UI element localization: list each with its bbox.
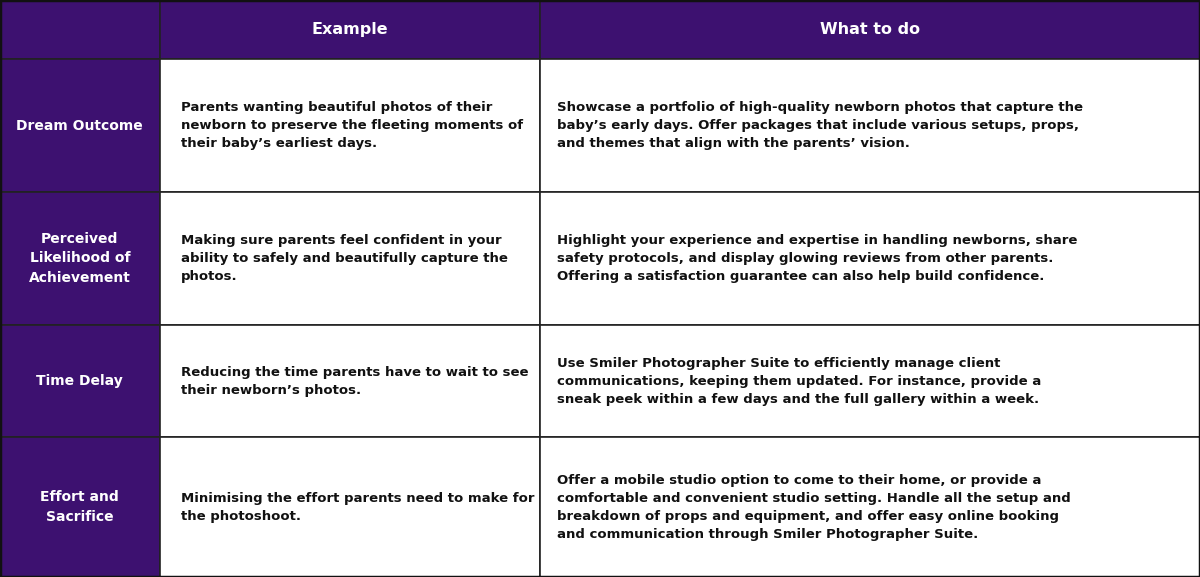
- Text: Parents wanting beautiful photos of their
newborn to preserve the fleeting momen: Parents wanting beautiful photos of thei…: [181, 102, 523, 150]
- Bar: [160, 437, 540, 577]
- Bar: [540, 59, 1200, 192]
- Text: Perceived
Likelihood of
Achievement: Perceived Likelihood of Achievement: [29, 232, 131, 285]
- Text: Use Smiler Photographer Suite to efficiently manage client
communications, keepi: Use Smiler Photographer Suite to efficie…: [557, 357, 1042, 406]
- Bar: [0, 192, 160, 325]
- Text: Highlight your experience and expertise in handling newborns, share
safety proto: Highlight your experience and expertise …: [557, 234, 1078, 283]
- Text: Time Delay: Time Delay: [36, 374, 124, 388]
- Bar: [540, 325, 1200, 437]
- Text: What to do: What to do: [820, 23, 920, 37]
- Bar: [0, 59, 160, 192]
- Bar: [160, 0, 540, 59]
- Bar: [540, 0, 1200, 59]
- Bar: [0, 0, 160, 59]
- Bar: [160, 325, 540, 437]
- Text: Dream Outcome: Dream Outcome: [17, 119, 143, 133]
- Text: Example: Example: [312, 23, 388, 37]
- Bar: [540, 192, 1200, 325]
- Text: Making sure parents feel confident in your
ability to safely and beautifully cap: Making sure parents feel confident in yo…: [181, 234, 508, 283]
- Bar: [160, 59, 540, 192]
- Bar: [540, 437, 1200, 577]
- Bar: [160, 192, 540, 325]
- Bar: [0, 325, 160, 437]
- Text: Offer a mobile studio option to come to their home, or provide a
comfortable and: Offer a mobile studio option to come to …: [557, 474, 1070, 541]
- Bar: [0, 437, 160, 577]
- Text: Showcase a portfolio of high-quality newborn photos that capture the
baby’s earl: Showcase a portfolio of high-quality new…: [557, 102, 1082, 150]
- Text: Reducing the time parents have to wait to see
their newborn’s photos.: Reducing the time parents have to wait t…: [181, 366, 529, 396]
- Text: Minimising the effort parents need to make for
the photoshoot.: Minimising the effort parents need to ma…: [181, 492, 535, 523]
- Text: Effort and
Sacrifice: Effort and Sacrifice: [41, 490, 119, 524]
